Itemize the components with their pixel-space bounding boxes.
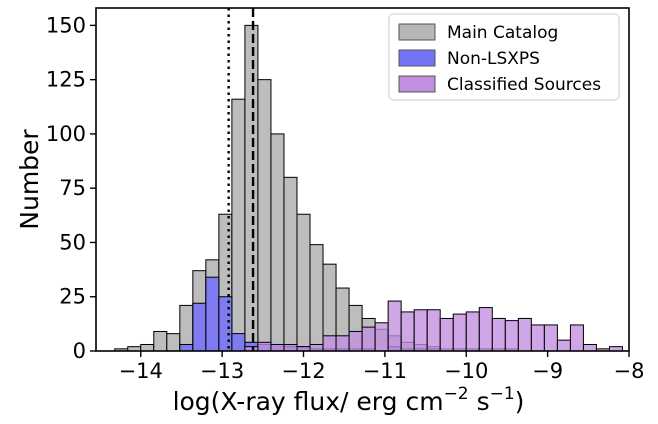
- y-tick-label: 25: [59, 285, 86, 309]
- legend: Main Catalog Non-LSXPS Classified Source…: [388, 13, 620, 101]
- ticks-layer: −14 −13 −12 −11 −10 −9 −8 0 25 50 75 100 125 150: [46, 13, 645, 383]
- y-tick-label: 150: [46, 13, 86, 37]
- histogram-bar: [465, 311, 480, 352]
- legend-entry-main-catalog: Main Catalog: [398, 23, 558, 43]
- histogram-bar: [192, 302, 207, 352]
- histogram-bar: [387, 300, 402, 352]
- histogram-bar: [309, 244, 324, 352]
- y-tick-label: 100: [46, 122, 86, 146]
- legend-swatch-non-lsxps: [398, 49, 436, 67]
- x-axis-label-exp2: −1: [490, 384, 515, 404]
- histogram-bar: [153, 330, 168, 352]
- histogram-bar: [179, 343, 194, 352]
- histogram-bar: [530, 324, 545, 352]
- histogram-bar: [504, 320, 519, 352]
- histogram-bar: [426, 309, 441, 352]
- x-axis-label: log(X-ray flux/ erg cm−2 s−1): [173, 384, 525, 416]
- legend-swatch-main-catalog: [398, 23, 436, 41]
- histogram-bar: [270, 343, 285, 352]
- histogram-bar: [413, 309, 428, 352]
- histogram-bar: [296, 213, 311, 352]
- x-axis-label-suffix: ): [515, 387, 525, 416]
- histogram-bar: [439, 317, 454, 352]
- legend-entry-classified-sources: Classified Sources: [398, 75, 601, 95]
- y-tick-label: 50: [59, 230, 86, 254]
- histogram-bar: [205, 276, 220, 352]
- histogram-bar: [400, 311, 415, 352]
- legend-label-main-catalog: Main Catalog: [447, 23, 558, 43]
- histogram-bar: [543, 324, 558, 352]
- histogram-bar: [569, 324, 584, 352]
- x-axis-label-mid: s: [469, 387, 490, 416]
- histogram-bar: [140, 343, 155, 352]
- histogram-bar: [283, 176, 298, 352]
- histogram-bar: [257, 79, 272, 352]
- reference-lines: [227, 8, 255, 351]
- histogram-bar: [270, 133, 285, 352]
- x-tick-label: −8: [614, 359, 645, 383]
- legend-label-classified-sources: Classified Sources: [447, 75, 601, 95]
- histogram-bar: [517, 317, 532, 352]
- x-tick-label: −12: [281, 359, 325, 383]
- histogram-bar: [322, 335, 337, 352]
- histogram-bar: [309, 343, 324, 352]
- y-axis-label: Number: [15, 129, 44, 230]
- histogram-bar: [374, 322, 389, 352]
- histogram-bar: [478, 307, 493, 352]
- histogram-bar: [231, 333, 246, 352]
- legend-entry-non-lsxps: Non-LSXPS: [398, 49, 540, 69]
- histogram-bar: [348, 330, 363, 352]
- histogram-bar: [556, 339, 571, 352]
- legend-label-non-lsxps: Non-LSXPS: [447, 49, 540, 69]
- histogram-bar: [361, 326, 376, 352]
- histogram-bar: [244, 24, 259, 352]
- y-tick-label: 125: [46, 68, 86, 92]
- y-tick-label: 0: [73, 339, 86, 363]
- histogram-bar: [491, 317, 506, 352]
- histogram-bar: [283, 343, 298, 352]
- legend-box: [388, 13, 620, 101]
- x-tick-label: −9: [532, 359, 563, 383]
- histogram-bar: [335, 335, 350, 352]
- x-tick-label: −14: [119, 359, 163, 383]
- legend-swatch-classified-sources: [398, 75, 436, 93]
- x-tick-label: −10: [444, 359, 488, 383]
- histogram-bar: [452, 313, 467, 352]
- x-axis-label-prefix: log(X-ray flux/ erg cm: [173, 387, 444, 416]
- histogram-bar: [166, 333, 181, 352]
- plot-frame: [95, 7, 630, 352]
- y-tick-label: 75: [59, 176, 86, 200]
- x-tick-label: −13: [200, 359, 244, 383]
- x-axis-label-exp1: −2: [444, 384, 469, 404]
- x-tick-label: −11: [363, 359, 407, 383]
- histogram-bar: [257, 341, 272, 352]
- histogram-bar: [218, 296, 233, 352]
- histogram-bar: [582, 343, 597, 352]
- histogram-bar: [231, 98, 246, 352]
